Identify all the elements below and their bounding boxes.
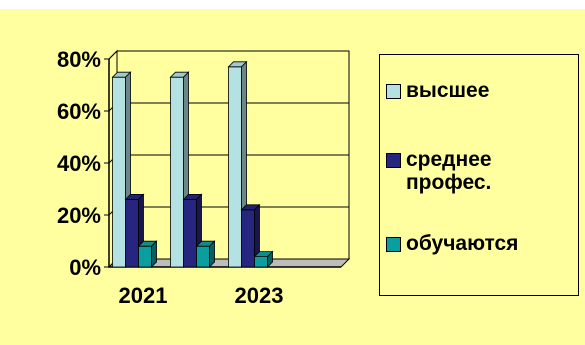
- bar-front: [228, 66, 242, 268]
- bar-front: [196, 245, 210, 268]
- legend-label: обучаются: [406, 232, 519, 255]
- legend-label: среднее профес.: [406, 148, 492, 194]
- legend-swatch: [386, 153, 401, 168]
- legend-swatch: [386, 84, 401, 99]
- x-axis-labels: 2021 2023: [119, 283, 284, 308]
- bar: [240, 203, 261, 268]
- legend-swatch: [386, 237, 401, 252]
- bar: [253, 250, 274, 268]
- y-tick-label: 20%: [57, 203, 101, 228]
- legend-label: высшее: [406, 79, 490, 102]
- y-tick-label: 60%: [57, 99, 101, 124]
- y-tick-label: 0%: [69, 255, 101, 280]
- bar-side: [151, 240, 157, 268]
- bar-front: [138, 245, 152, 268]
- bar-front: [241, 209, 255, 268]
- bar: [137, 240, 158, 268]
- bar-side: [209, 240, 215, 268]
- legend-item-higher: высшее: [386, 79, 489, 102]
- bars: [111, 60, 274, 268]
- bar-front: [183, 198, 197, 268]
- bar-side: [267, 250, 273, 268]
- y-tick-label: 40%: [57, 151, 101, 176]
- x-tick-label: 2021: [119, 283, 168, 308]
- y-axis-labels: 0% 20% 40% 60% 80%: [57, 47, 101, 280]
- bar-front: [254, 256, 268, 268]
- x-tick-label: 2023: [235, 283, 284, 308]
- bar-front: [112, 76, 126, 268]
- legend-item-secondary-prof: среднее профес.: [386, 148, 492, 194]
- bar: [195, 240, 216, 268]
- bar-front: [170, 76, 184, 268]
- gridline-side: [108, 50, 118, 60]
- legend: высшее среднее профес. обучаются: [379, 54, 579, 296]
- y-tick-label: 80%: [57, 47, 101, 72]
- legend-item-studying: обучаются: [386, 232, 518, 255]
- bar-front: [125, 198, 139, 268]
